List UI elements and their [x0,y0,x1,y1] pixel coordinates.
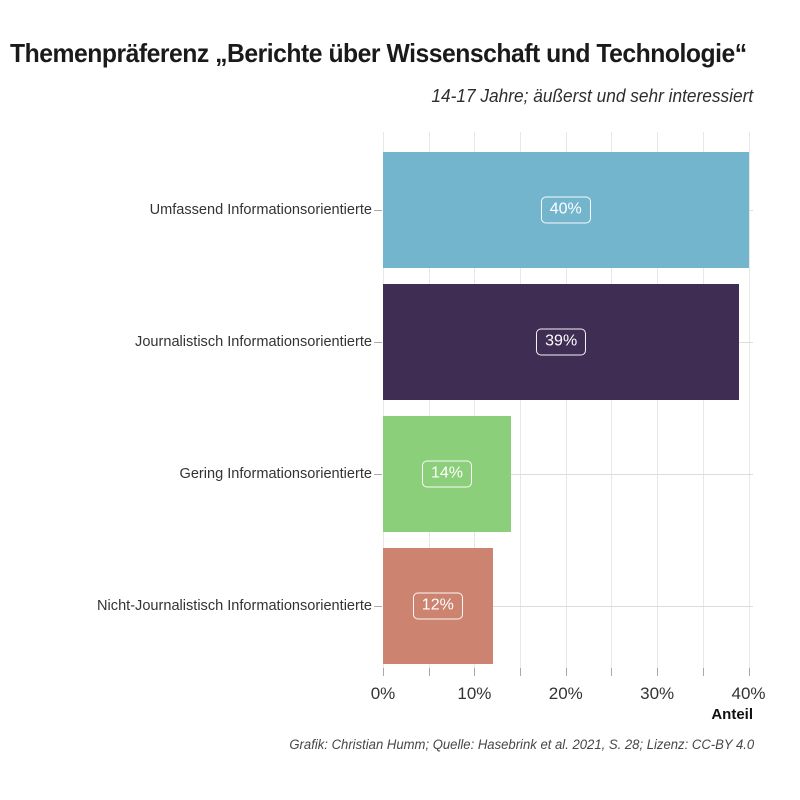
gridline-vertical [748,132,750,668]
x-tick-label: 0% [370,684,396,703]
category-label: Umfassend Informationsorientierte [149,201,372,218]
gridline-vertical [611,132,613,668]
gridline-horizontal [383,606,753,607]
x-tick-label: 40% [731,684,766,703]
gridline-vertical [520,132,522,668]
x-axis-tick [474,668,476,676]
x-axis-tick [520,668,522,676]
bar-value-label: 40% [540,196,591,224]
category-label: Nicht-Journalistisch Informationsorienti… [97,597,372,614]
gridline-vertical [702,132,704,668]
chart-subtitle: 14-17 Jahre; äußerst und sehr interessie… [431,86,753,106]
caption: Grafik: Christian Humm; Quelle: Hasebrin… [289,737,754,752]
gridline-vertical [474,132,476,668]
y-axis-tick [374,474,382,475]
plot-area: 40% 39% 14% 12% [383,132,753,668]
x-tick-label: 30% [640,684,675,703]
bar-gering: 14% [383,416,511,532]
x-tick-label: 10% [457,684,492,703]
y-axis-tick [374,210,382,211]
x-axis-tick [565,668,567,676]
x-axis-tick [702,668,704,676]
category-label: Journalistisch Informationsorientierte [135,333,372,350]
x-axis-tick [383,668,384,676]
bar-nicht-journalistisch: 12% [383,548,493,664]
gridline-vertical [428,132,430,668]
y-axis-tick [374,606,382,607]
x-tick-label: 20% [548,684,583,703]
x-axis-label: Anteil [711,706,753,723]
x-axis-tick [657,668,659,676]
bar-value-label: 12% [412,592,463,620]
bar-value-label: 39% [536,328,587,356]
gridline-vertical [383,132,384,668]
gridline-vertical [565,132,567,668]
chart-title: Themenpräferenz „Berichte über Wissensch… [10,38,747,68]
bar-umfassend: 40% [383,152,749,268]
bar-journalistisch: 39% [383,284,740,400]
gridline-horizontal [383,474,753,475]
category-label: Gering Informationsorientierte [179,465,372,482]
bar-value-label: 14% [421,460,472,488]
x-axis-tick [611,668,613,676]
y-axis-tick [374,342,382,343]
gridline-vertical [657,132,659,668]
x-axis-tick [748,668,750,676]
x-axis-tick [428,668,430,676]
